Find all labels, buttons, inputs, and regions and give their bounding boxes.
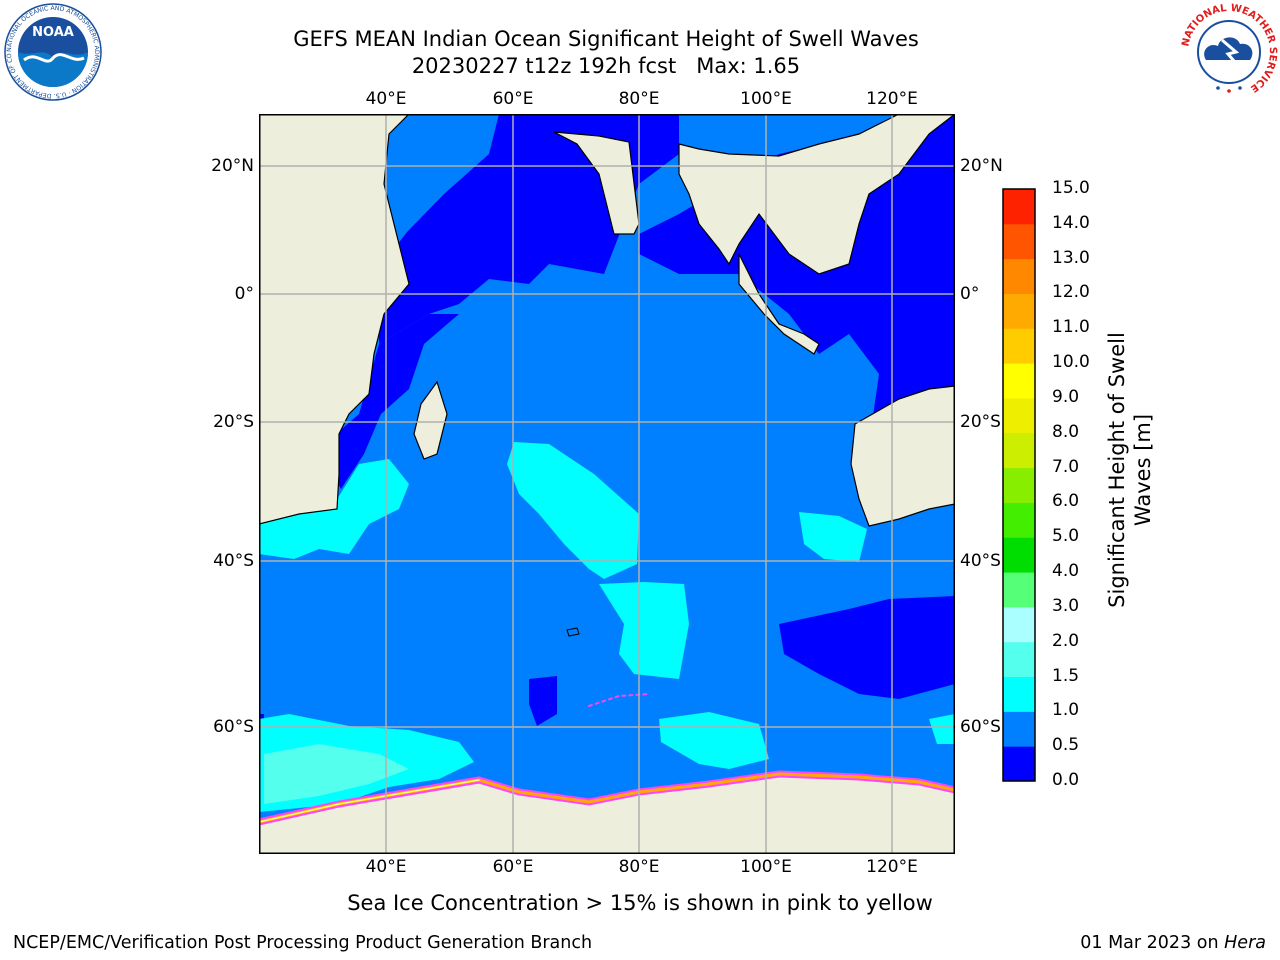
lat-tick-left: 20°S xyxy=(213,412,254,432)
lon-tick-bottom: 80°E xyxy=(618,857,660,877)
colorbar-segment xyxy=(1003,502,1035,538)
kerguelen-island xyxy=(566,627,580,637)
australia xyxy=(850,385,955,527)
colorbar-tick-label: 0.0 xyxy=(1052,770,1080,790)
lon-tick-bottom: 100°E xyxy=(740,857,792,877)
sea-ice-edge xyxy=(259,693,955,826)
noaa-logo: NATIONAL OCEANIC AND ATMOSPHERIC ADMINIS… xyxy=(2,2,102,101)
colorbar-segment xyxy=(1003,432,1035,469)
noaa-logo-text: NOAA xyxy=(32,25,74,40)
colorbar-segment xyxy=(1003,746,1035,782)
lon-tick-top: 40°E xyxy=(365,89,407,109)
colorbar-tick-label: 8.0 xyxy=(1052,421,1080,442)
colorbar-title: Significant Height of Swell Waves [m] xyxy=(1104,320,1164,620)
colorbar-segment xyxy=(1003,537,1035,573)
colorbar-tick-label: 1.0 xyxy=(1052,700,1080,721)
colorbar-segment xyxy=(1003,397,1035,434)
lon-tick-bottom: 120°E xyxy=(866,857,918,877)
lat-tick-left: 60°S xyxy=(213,717,254,737)
lon-tick-top: 120°E xyxy=(866,89,918,109)
lon-tick-bottom: 60°E xyxy=(492,857,534,877)
lat-tick-left: 40°S xyxy=(213,551,254,571)
sea-ice-caption: Sea Ice Concentration > 15% is shown in … xyxy=(347,891,933,915)
sumatra-java xyxy=(738,253,820,355)
colorbar-segment xyxy=(1003,189,1035,225)
colorbar-tick-label: 10.0 xyxy=(1052,352,1090,373)
footer-date: 01 Mar 2023 on Hera xyxy=(1080,933,1266,953)
colorbar-tick-label: 0.5 xyxy=(1052,735,1080,756)
graticule xyxy=(259,114,955,854)
colorbar-tick-label: 9.0 xyxy=(1052,386,1080,407)
footer-branch: NCEP/EMC/Verification Post Processing Pr… xyxy=(13,933,593,953)
colorbar-title-line2: Waves [m] xyxy=(1131,413,1155,527)
colorbar-segment xyxy=(1003,293,1035,329)
madagascar xyxy=(413,380,448,460)
colorbar-segment xyxy=(1003,676,1035,712)
lat-tick-right: 20°N xyxy=(960,156,1003,176)
lat-tick-left: 0° xyxy=(234,284,254,304)
colorbar xyxy=(1002,188,1036,782)
colorbar-tick-label: 14.0 xyxy=(1052,212,1090,233)
colorbar-title-line1: Significant Height of Swell xyxy=(1105,332,1129,608)
colorbar-tick-label: 6.0 xyxy=(1052,491,1080,512)
colorbar-tick-label: 15.0 xyxy=(1052,178,1090,198)
colorbar-segment xyxy=(1003,363,1035,399)
lat-tick-right: 20°S xyxy=(960,412,1001,432)
colorbar-segment xyxy=(1003,572,1035,608)
nws-logo: NATIONAL WEATHER SERVICE xyxy=(1180,3,1278,100)
lon-tick-top: 100°E xyxy=(740,89,792,109)
colorbar-segment xyxy=(1003,641,1035,678)
lat-tick-right: 40°S xyxy=(960,551,1001,571)
colorbar-tick-label: 2.0 xyxy=(1052,630,1080,651)
colorbar-segment xyxy=(1003,258,1035,294)
colorbar-tick-label: 12.0 xyxy=(1052,282,1090,303)
colorbar-tick-label: 7.0 xyxy=(1052,456,1080,477)
chart-title: GEFS MEAN Indian Ocean Significant Heigh… xyxy=(293,27,919,51)
lat-tick-right: 0° xyxy=(960,284,980,304)
lat-tick-right: 60°S xyxy=(960,717,1001,737)
colorbar-tick-label: 4.0 xyxy=(1052,561,1080,582)
india xyxy=(553,131,640,235)
lon-tick-bottom: 40°E xyxy=(365,857,407,877)
higher-swell-patches xyxy=(264,744,409,804)
indochina-asia xyxy=(678,114,955,275)
colorbar-segment xyxy=(1003,328,1035,364)
colorbar-tick-label: 5.0 xyxy=(1052,526,1080,547)
swell-height-map xyxy=(259,114,955,854)
lat-tick-left: 20°N xyxy=(211,156,254,176)
colorbar-tick-label: 13.0 xyxy=(1052,247,1090,268)
lon-tick-top: 60°E xyxy=(492,89,534,109)
colorbar-segment xyxy=(1003,606,1035,643)
colorbar-segment xyxy=(1003,467,1035,503)
colorbar-segment xyxy=(1003,711,1035,747)
colorbar-segment xyxy=(1003,223,1035,260)
footer-date-text: 01 Mar 2023 on xyxy=(1080,933,1219,953)
footer-host: Hera xyxy=(1224,933,1266,953)
map-frame xyxy=(259,114,955,854)
chart-subtitle: 20230227 t12z 192h fcst Max: 1.65 xyxy=(411,54,801,78)
colorbar-tick-label: 3.0 xyxy=(1052,595,1080,616)
colorbar-tick-label: 1.5 xyxy=(1052,665,1080,686)
colorbar-tick-label: 11.0 xyxy=(1052,317,1090,338)
lon-tick-top: 80°E xyxy=(618,89,660,109)
